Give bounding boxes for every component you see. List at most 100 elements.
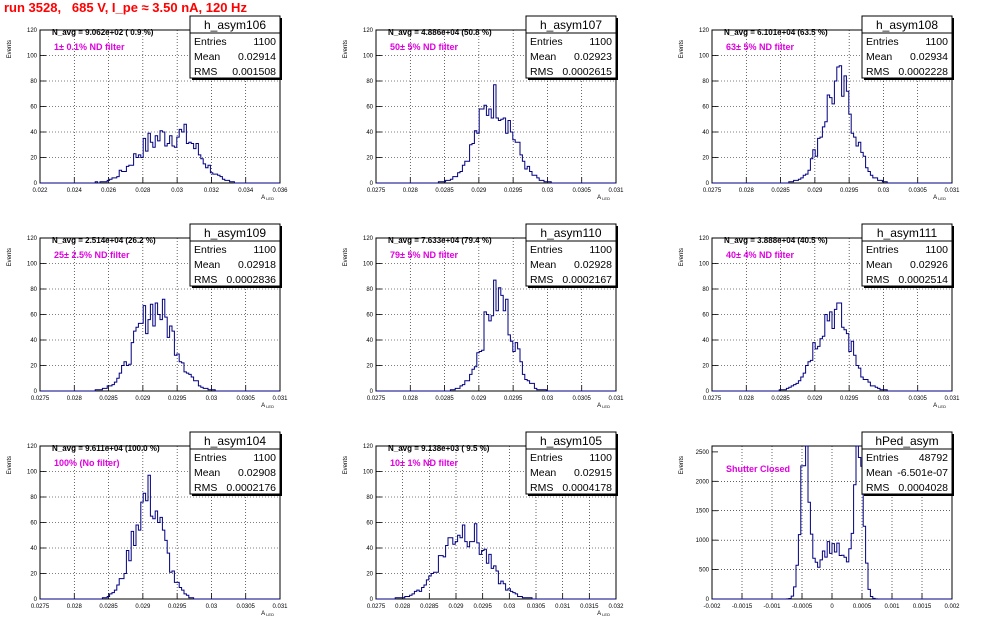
histogram-panel-h_asym109: 0.0275 0.028 0.0285 0.029 0.0295 0.03 0.0305 0.… — [7, 223, 288, 409]
y-tick-label: 500 — [699, 568, 710, 574]
x-tick-label: 0.0285 — [435, 396, 454, 402]
x-tick-label: 0.0275 — [367, 188, 386, 194]
stats-title: h_asym106 — [204, 18, 266, 32]
stats-label: Mean — [530, 259, 556, 271]
y-tick-label: 80 — [30, 287, 37, 293]
y-tick-label: 40 — [366, 130, 373, 136]
stats-label: RMS — [530, 482, 553, 494]
y-tick-label: 80 — [30, 495, 37, 501]
x-tick-label: 0.002 — [944, 604, 960, 610]
x-tick-label: 0.0005 — [853, 604, 872, 610]
stats-value: 0.0002167 — [562, 274, 612, 286]
x-tick-label: 0.03 — [542, 188, 554, 194]
histogram-series — [376, 279, 616, 392]
stats-value: 0.02918 — [238, 259, 276, 271]
y-tick-label: 40 — [30, 546, 37, 552]
x-tick-label: 0.03 — [542, 396, 554, 402]
stats-value: 1100 — [925, 36, 948, 48]
stats-value: 0.02908 — [238, 467, 276, 479]
stats-value: 1100 — [253, 452, 276, 464]
y-axis-title: Events — [343, 40, 349, 58]
y-tick-label: 100 — [363, 470, 374, 476]
filter-label: 40± 4% ND filter — [726, 250, 794, 260]
stats-label: Entries — [866, 244, 899, 256]
x-tick-label: 0.024 — [67, 188, 83, 194]
x-tick-label: 0.0285 — [771, 396, 790, 402]
y-tick-label: 20 — [366, 364, 373, 370]
y-tick-label: 20 — [702, 364, 709, 370]
stats-box — [861, 431, 953, 495]
histogram-panel-h_asym106: 0.022 0.024 0.026 0.028 0.03 0.032 0.034 0.036 0… — [7, 15, 288, 201]
stats-label: Entries — [530, 36, 563, 48]
stats-value: 0.0002176 — [226, 482, 276, 494]
x-tick-label: 0.036 — [272, 188, 288, 194]
x-axis-title: A LED — [597, 195, 610, 201]
histogram-series — [40, 298, 280, 392]
filter-label: 79± 5% ND filter — [390, 250, 458, 260]
stats-box — [189, 431, 281, 495]
x-tick-label: 0.028 — [403, 396, 419, 402]
x-tick-label: 0.0295 — [473, 604, 492, 610]
x-tick-label: -0.002 — [703, 604, 721, 610]
y-tick-label: 80 — [30, 79, 37, 85]
stats-value: 0.0002615 — [562, 66, 612, 78]
x-tick-label: 0.029 — [448, 604, 464, 610]
page-title: run 3528, 685 V, I_pe ≈ 3.50 nA, 120 Hz — [4, 0, 247, 15]
y-tick-label: 80 — [702, 287, 709, 293]
stats-label: RMS — [530, 66, 553, 78]
y-tick-label: 0 — [34, 389, 38, 395]
stats-label: Mean — [194, 467, 220, 479]
stats-value: 0.02934 — [910, 51, 948, 63]
y-tick-label: 20 — [366, 572, 373, 578]
stats-label: Entries — [866, 36, 899, 48]
x-axis-title-subscript: LED — [601, 404, 610, 409]
y-tick-label: 0 — [370, 597, 374, 603]
y-tick-label: 100 — [363, 54, 374, 60]
x-axis-title-subscript: LED — [265, 404, 274, 409]
x-tick-label: 0.03 — [878, 188, 890, 194]
filter-label: 25± 2.5% ND filter — [54, 250, 130, 260]
stats-value: 1100 — [253, 36, 276, 48]
x-tick-label: 0.0305 — [573, 396, 592, 402]
y-tick-label: 80 — [366, 287, 373, 293]
stats-label: RMS — [866, 482, 889, 494]
stats-label: RMS — [194, 274, 217, 286]
y-tick-label: 100 — [27, 470, 38, 476]
stats-value: 0.001508 — [232, 66, 276, 78]
stats-value: 0.02928 — [574, 259, 612, 271]
stats-title: h_asym104 — [204, 434, 266, 448]
x-tick-label: 0.0305 — [237, 604, 256, 610]
x-tick-label: 0.03 — [206, 396, 218, 402]
y-tick-label: 120 — [363, 444, 374, 450]
y-tick-label: 120 — [27, 236, 38, 242]
navg-label: N_avg = 9.062e+02 ( 0.9 %) — [52, 28, 154, 37]
x-tick-label: 0.03 — [878, 396, 890, 402]
histogram-panel-h_asym110: 0.0275 0.028 0.0285 0.029 0.0295 0.03 0.0305 0.… — [343, 223, 624, 409]
stats-label: Mean — [866, 259, 892, 271]
histogram-series — [712, 65, 952, 184]
y-tick-label: 60 — [366, 313, 373, 319]
x-tick-label: 0.0295 — [168, 604, 187, 610]
x-tick-label: 0.03 — [206, 604, 218, 610]
histogram-series — [712, 445, 952, 600]
stats-value: 0.0002836 — [226, 274, 276, 286]
stats-value: 1100 — [589, 36, 612, 48]
x-tick-label: 0.028 — [67, 604, 83, 610]
x-tick-label: 0.034 — [238, 188, 254, 194]
filter-label: 1± 0.1% ND filter — [54, 42, 125, 52]
x-tick-label: 0.031 — [555, 604, 571, 610]
stats-title: hPed_asym — [875, 434, 938, 448]
stats-title: h_asym110 — [540, 226, 601, 240]
y-tick-label: 0 — [370, 181, 374, 187]
filter-label: 100% (No filter) — [54, 458, 120, 468]
x-tick-label: 0 — [830, 604, 834, 610]
y-axis-title: Events — [7, 40, 13, 58]
x-tick-label: 0.0285 — [771, 188, 790, 194]
x-tick-label: 0.028 — [67, 396, 83, 402]
y-tick-label: 60 — [366, 105, 373, 111]
stats-label: Mean — [530, 467, 556, 479]
x-axis-title: A LED — [933, 195, 946, 201]
stats-label: Mean — [866, 51, 892, 63]
navg-label: N_avg = 2.514e+04 (26.2 %) — [52, 236, 156, 245]
